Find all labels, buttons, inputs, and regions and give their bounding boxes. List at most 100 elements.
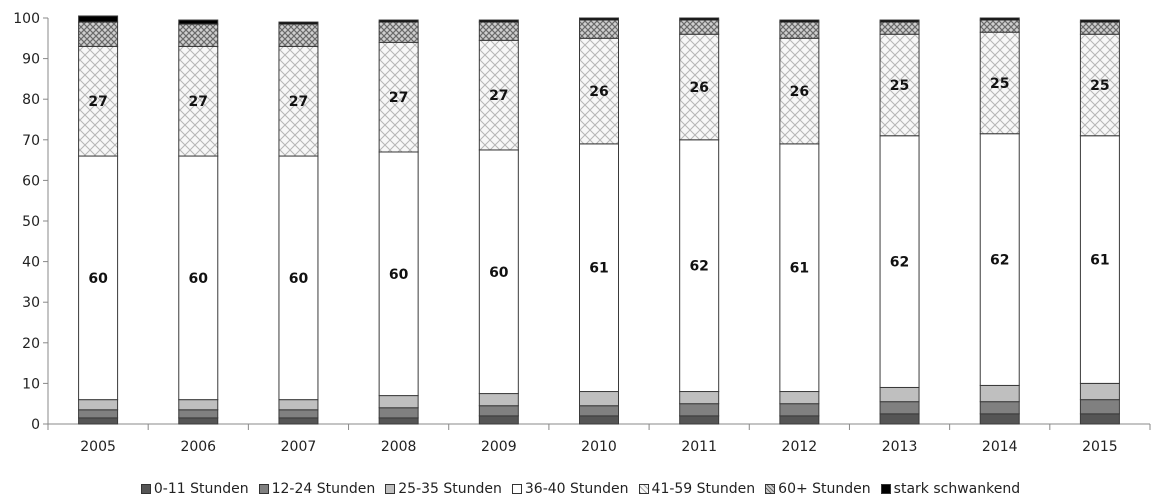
bar-segment: [579, 37, 619, 145]
y-tick-label: 40: [22, 255, 40, 271]
legend-item: 0-11 Stunden: [140, 481, 249, 497]
bar-segment: [378, 41, 419, 153]
bar-segment: [1079, 21, 1120, 35]
bar-segment: [478, 21, 519, 41]
data-label: 61: [790, 261, 809, 277]
bar-segment: [679, 17, 720, 21]
bar-segment: [378, 19, 419, 23]
legend-label: 41-59 Stunden: [651, 481, 756, 497]
bar-segment: [478, 415, 519, 425]
bar-segment: [1079, 33, 1120, 137]
bar-segment: [679, 33, 720, 141]
bar-segment: [979, 19, 1020, 33]
x-tick-label: 2012: [782, 439, 818, 455]
bar-segment: [78, 45, 119, 157]
bar-segment: [378, 21, 419, 43]
bar-segment: [779, 19, 820, 23]
x-tick-label: 2010: [581, 439, 617, 455]
x-tick-label: 2007: [281, 439, 317, 455]
y-tick-label: 90: [22, 52, 40, 68]
bar-segment: [879, 401, 920, 415]
bar-segment: [779, 403, 820, 417]
bar-segment: [579, 17, 619, 21]
bar-segment: [378, 151, 419, 397]
x-tick-label: 2005: [80, 439, 116, 455]
x-axis: 2005 2006 2007 2008 2009 2010 2011 2012 2013 2014…: [47, 423, 1151, 455]
bar-segment: [178, 155, 219, 401]
data-label: 60: [389, 267, 409, 283]
data-label: 26: [689, 80, 708, 96]
data-label: 61: [589, 261, 608, 277]
bar-segment: [478, 149, 519, 395]
data-label: 25: [890, 78, 909, 94]
bar-segment: [979, 17, 1020, 21]
bar-segment: [1079, 135, 1120, 384]
bar-segment: [879, 386, 920, 403]
legend-swatch: [258, 484, 269, 494]
bar-segment: [478, 19, 519, 23]
bar-segment: [979, 384, 1020, 403]
x-tick-label: 2011: [681, 439, 717, 455]
bar-segment: [178, 45, 219, 157]
data-label: 27: [489, 88, 508, 104]
y-tick-label: 20: [22, 336, 40, 352]
bar-segment: [879, 21, 920, 35]
bar-segment: [278, 155, 319, 401]
bar-segment: [1079, 19, 1120, 23]
bar-segment: [78, 399, 119, 411]
bar-segment: [78, 417, 119, 425]
bar-segment: [178, 399, 219, 411]
bar-segment: [579, 143, 619, 393]
legend-item: 25-35 Stunden: [385, 481, 502, 497]
bar-segment: [378, 407, 419, 419]
bar-segment: [178, 23, 219, 47]
data-label: 26: [790, 84, 809, 100]
bar-segment: [879, 19, 920, 23]
data-label: 27: [289, 94, 308, 110]
legend-item: 36-40 Stunden: [511, 481, 629, 497]
y-tick-label: 60: [22, 173, 40, 189]
bar-segment: [779, 143, 820, 393]
bar-segment: [579, 415, 619, 425]
bar-segment: [278, 21, 319, 25]
data-label: 27: [389, 90, 408, 106]
bar-segment: [679, 415, 720, 425]
legend-swatch: [140, 484, 151, 494]
legend-label: 0-11 Stunden: [153, 481, 249, 497]
legend-item: 12-24 Stunden: [258, 481, 375, 497]
bar-segment: [979, 31, 1020, 135]
bar-segment: [679, 391, 720, 405]
legend-label: 60+ Stunden: [778, 481, 871, 497]
bar-segment: [779, 21, 820, 39]
bar-segment: [178, 417, 219, 425]
legend-item: 60+ Stunden: [765, 481, 871, 497]
legend-swatch: [638, 484, 649, 494]
x-tick-label: 2014: [982, 439, 1018, 455]
bar-segment: [979, 401, 1020, 415]
legend-item: stark schwankend: [880, 481, 1021, 497]
legend: 0-11 Stunden 12-24 Stunden 25-35 Stunden 36…: [0, 479, 1161, 499]
y-tick-label: 80: [22, 92, 40, 108]
data-label: 62: [990, 253, 1009, 269]
x-tick-label: 2009: [481, 439, 517, 455]
bars: [78, 15, 1120, 425]
bar-segment: [278, 23, 319, 47]
bar-segment: [979, 133, 1020, 386]
data-labels: 60 60 60 60 60 61 62 61 62 62 61 27 27 27 27 27 26 26 26 25…: [88, 76, 1109, 287]
bar-segment: [78, 15, 119, 23]
bar-segment: [679, 19, 720, 35]
bar-segment: [178, 19, 219, 25]
bar-segment: [779, 37, 820, 145]
data-label: 60: [189, 271, 209, 287]
bar-segment: [679, 403, 720, 417]
legend-label: stark schwankend: [893, 481, 1021, 497]
bar-segment: [979, 413, 1020, 425]
bar-segment: [478, 405, 519, 417]
data-label: 60: [88, 271, 108, 287]
bar-segment: [1079, 382, 1120, 401]
bar-segment: [879, 135, 920, 388]
bar-segment: [679, 139, 720, 393]
y-axis: 0 10 20 30 40 50 60 70 80 90 100: [13, 11, 49, 433]
data-label: 27: [189, 94, 208, 110]
